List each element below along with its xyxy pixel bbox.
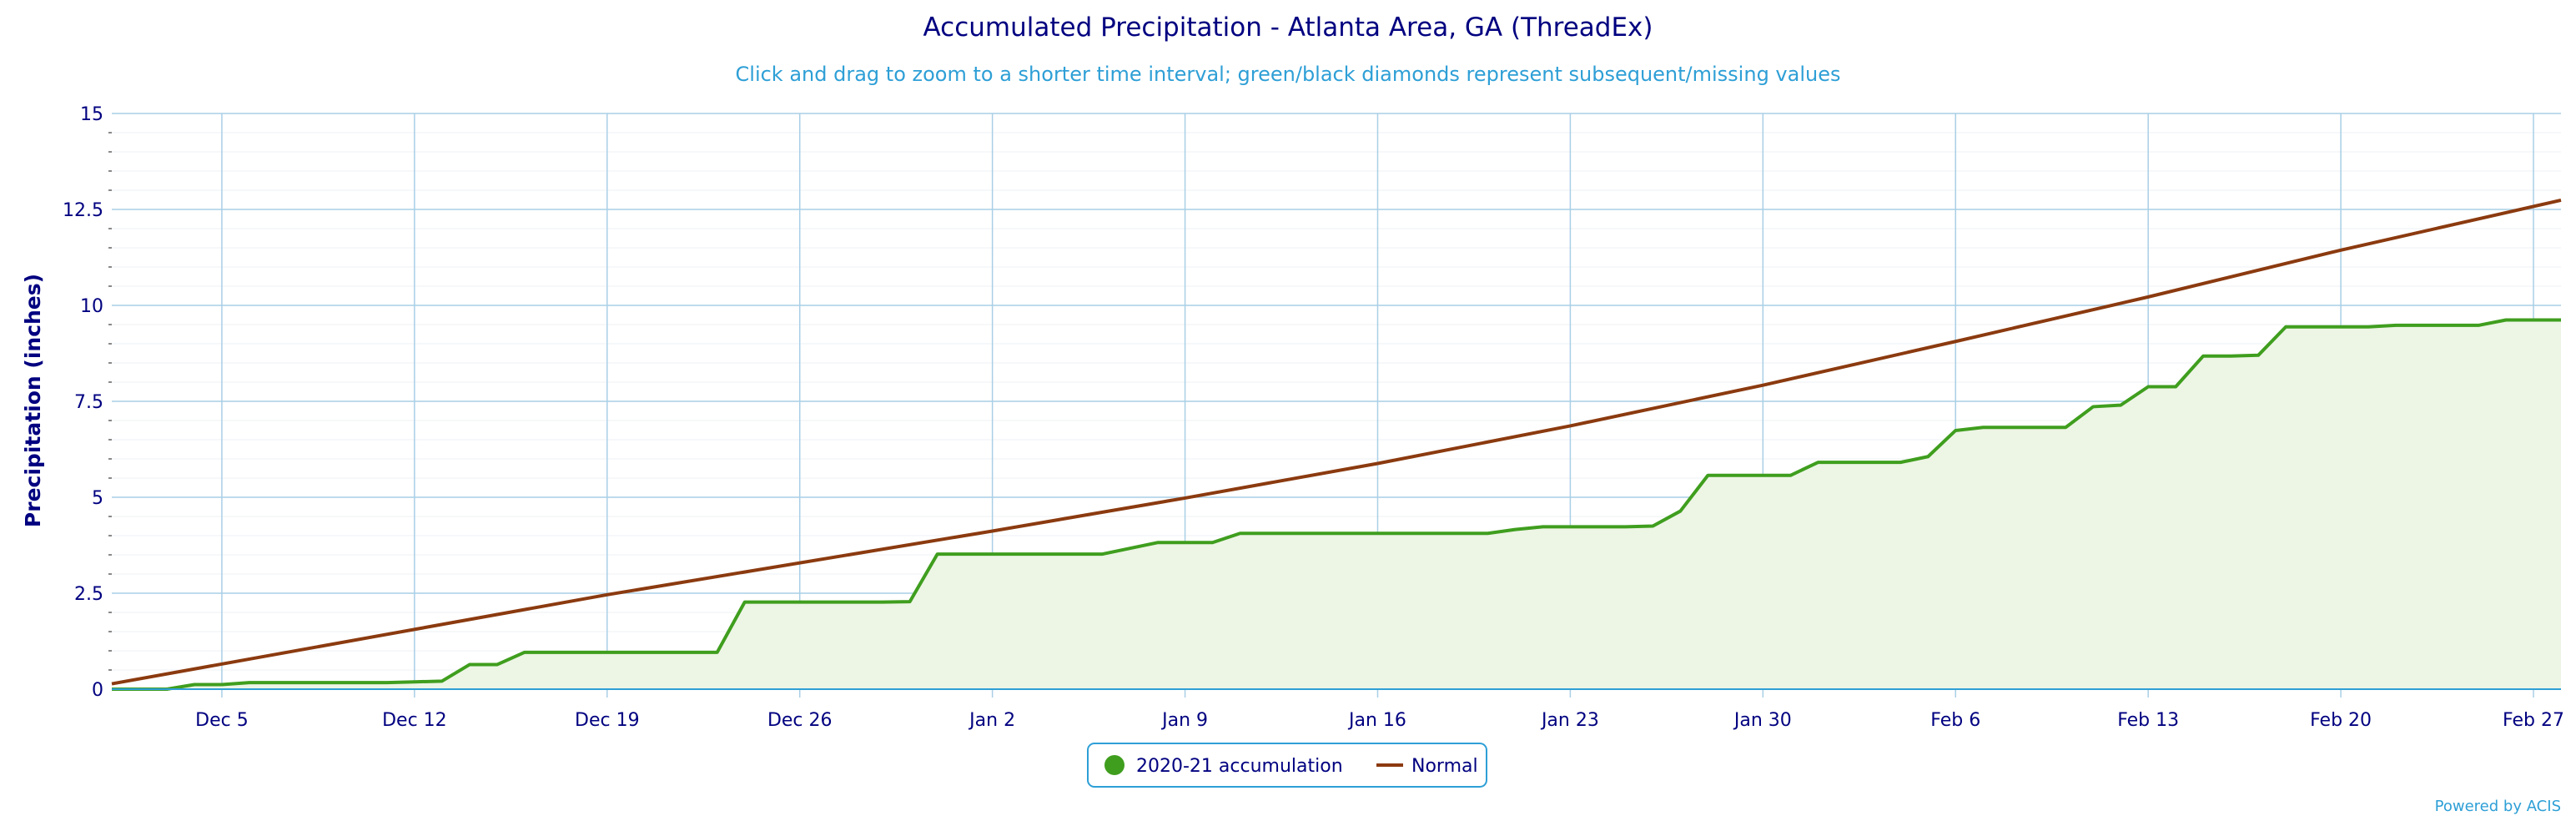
series-line-layer bbox=[111, 199, 2562, 691]
legend-box bbox=[1087, 743, 1487, 788]
y-tick-label: 2.5 bbox=[74, 584, 103, 605]
x-tick-label: Jan 9 bbox=[1160, 710, 1208, 731]
x-tick-label: Feb 13 bbox=[2117, 710, 2179, 731]
series-line-normal[interactable] bbox=[111, 199, 2562, 686]
y-tick-label: 10 bbox=[80, 296, 103, 317]
y-tick-label: 0 bbox=[92, 680, 103, 701]
series-area-layer bbox=[112, 320, 2561, 689]
credits-link[interactable]: Powered by ACIS bbox=[2435, 798, 2561, 815]
x-tick-label: Dec 12 bbox=[382, 710, 447, 731]
y-axis-title: Precipitation (inches) bbox=[21, 274, 45, 527]
y-tick-labels: 0 2.5 5 7.5 10 12.5 15 bbox=[63, 104, 103, 701]
legend-label-accumulation: 2020-21 accumulation bbox=[1136, 756, 1343, 777]
minor-ticks bbox=[108, 132, 112, 671]
x-tick-label: Jan 30 bbox=[1733, 710, 1792, 731]
y-tick-label: 12.5 bbox=[63, 200, 103, 221]
x-tick-label: Dec 5 bbox=[195, 710, 249, 731]
axes bbox=[112, 688, 2561, 698]
legend-item-accumulation[interactable]: 2020-21 accumulation bbox=[1104, 755, 1343, 777]
legend-item-normal[interactable]: Normal bbox=[1376, 756, 1478, 777]
x-tick-label: Feb 27 bbox=[2503, 710, 2564, 731]
x-tick-label: Feb 6 bbox=[1930, 710, 1980, 731]
series-area-accumulation bbox=[112, 320, 2561, 689]
legend-marker-accumulation bbox=[1104, 755, 1124, 775]
chart-title: Accumulated Precipitation - Atlanta Area… bbox=[923, 13, 1653, 43]
y-tick-label: 7.5 bbox=[74, 392, 103, 413]
x-tick-label: Jan 23 bbox=[1540, 710, 1599, 731]
y-tick-label: 5 bbox=[92, 488, 103, 509]
x-tick-labels: Dec 5 Dec 12 Dec 19 Dec 26 Jan 2 Jan 9 Jan 16 J… bbox=[195, 710, 2564, 731]
legend: 2020-21 accumulation Normal bbox=[1087, 743, 1487, 788]
x-tick-label: Feb 20 bbox=[2310, 710, 2372, 731]
x-tick-label: Dec 19 bbox=[575, 710, 640, 731]
series-line-accumulation[interactable] bbox=[112, 318, 2561, 691]
chart-subtitle: Click and drag to zoom to a shorter time… bbox=[736, 63, 1841, 86]
legend-label-normal: Normal bbox=[1411, 756, 1478, 777]
x-tick-label: Dec 26 bbox=[767, 710, 833, 731]
x-tick-label: Jan 16 bbox=[1347, 710, 1406, 731]
y-tick-label: 15 bbox=[80, 104, 103, 125]
x-tick-label: Jan 2 bbox=[968, 710, 1015, 731]
